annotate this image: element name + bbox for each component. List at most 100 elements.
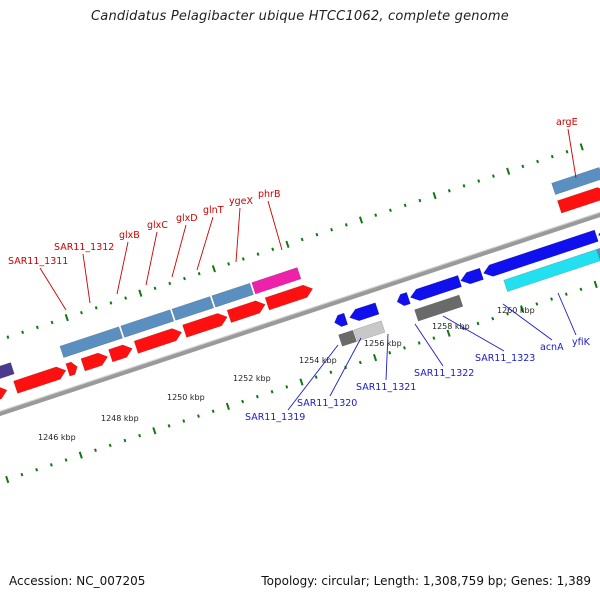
- kbp-label: 1250 kbp: [167, 393, 205, 402]
- leader-line: [235, 207, 241, 263]
- reverse-gene-label: SAR11_1320: [297, 398, 357, 409]
- forward-tick: [109, 301, 113, 305]
- leader-line: [145, 231, 158, 286]
- leader-line: [414, 323, 444, 367]
- forward-tick: [183, 276, 186, 281]
- forward-tick: [271, 247, 275, 252]
- forward-cds: [65, 361, 78, 377]
- forward-tick: [6, 335, 10, 339]
- kbp-label: 1246 kbp: [38, 433, 76, 442]
- forward-tick: [447, 189, 451, 193]
- forward-tick: [330, 228, 334, 232]
- reverse-cds: [334, 312, 349, 327]
- magenta-feature: [251, 267, 302, 295]
- gray-feature: [414, 294, 464, 322]
- forward-tick: [94, 306, 98, 310]
- reverse-tick: [78, 451, 83, 459]
- leader-line: [82, 253, 91, 304]
- kbp-label: 1258 kbp: [432, 322, 470, 331]
- forward-tick: [300, 237, 304, 242]
- forward-cds: [133, 328, 183, 354]
- forward-tick: [80, 310, 83, 315]
- forward-feature: [59, 326, 123, 358]
- reverse-tick: [241, 399, 245, 404]
- forward-tick: [462, 184, 466, 188]
- forward-gene-label: glxB: [119, 230, 140, 241]
- forward-cds: [226, 300, 266, 323]
- reverse-tick: [403, 346, 406, 350]
- leader-line: [171, 224, 187, 278]
- leader-line: [385, 333, 389, 381]
- reverse-gene-label: yfiK: [572, 337, 591, 348]
- forward-cds: [264, 284, 314, 311]
- reverse-tick: [225, 402, 230, 411]
- reverse-cds: [349, 302, 380, 321]
- reverse-tick: [579, 287, 583, 292]
- reverse-gene-label: SAR11_1321: [356, 382, 416, 393]
- forward-gene-label: SAR11_1311: [8, 256, 68, 267]
- kbp-label: 1254 kbp: [299, 356, 337, 365]
- reverse-tick: [138, 433, 142, 438]
- forward-feature: [171, 296, 215, 321]
- forward-tick: [374, 213, 378, 217]
- reverse-tick: [506, 311, 509, 316]
- forward-tick: [432, 191, 437, 200]
- genome-summary-text: Topology: circular; Length: 1,308,759 bp…: [261, 574, 591, 588]
- forward-tick: [21, 330, 25, 334]
- leader-line: [287, 344, 339, 411]
- reverse-tick: [564, 292, 568, 296]
- forward-tick: [565, 149, 569, 154]
- reverse-tick: [446, 329, 451, 337]
- reverse-gene-label: SAR11_1322: [414, 368, 474, 379]
- leader-line: [442, 315, 505, 352]
- forward-tick: [168, 281, 172, 286]
- forward-cds: [13, 366, 67, 394]
- reverse-tick: [94, 448, 97, 453]
- backbone-highlight: [0, 211, 600, 412]
- leader-line: [557, 292, 577, 336]
- forward-tick: [344, 223, 348, 227]
- forward-tick: [227, 262, 231, 266]
- reverse-cds: [410, 275, 462, 301]
- reverse-tick: [417, 341, 421, 345]
- kbp-label: 1260 kbp: [497, 306, 535, 315]
- kbp-label: 1252 kbp: [233, 374, 271, 383]
- reverse-cds: [483, 229, 599, 277]
- reverse-tick: [211, 409, 215, 413]
- leader-line: [196, 216, 214, 271]
- forward-gene-label: glnT: [203, 205, 224, 216]
- leader-line: [267, 200, 283, 251]
- reverse-gene-label: SAR11_1319: [245, 412, 305, 423]
- reverse-tick: [491, 316, 495, 321]
- forward-tick: [35, 325, 39, 330]
- reverse-tick: [108, 443, 112, 448]
- forward-tick: [211, 265, 216, 273]
- forward-tick: [124, 296, 128, 300]
- forward-tick: [550, 154, 554, 159]
- forward-tick: [521, 164, 525, 169]
- forward-gene-label: glxD: [176, 213, 198, 224]
- reverse-tick: [123, 438, 127, 443]
- forward-tick: [506, 167, 511, 175]
- reverse-tick: [299, 378, 304, 386]
- forward-tick: [256, 252, 260, 256]
- forward-cds: [80, 352, 109, 372]
- reverse-tick: [432, 336, 436, 340]
- forward-tick: [197, 271, 201, 276]
- reverse-tick: [314, 375, 318, 379]
- forward-gene-label: argE: [556, 117, 578, 128]
- leader-line: [329, 337, 362, 397]
- forward-gene-label: SAR11_1312: [54, 242, 114, 253]
- reverse-tick: [388, 350, 392, 355]
- leader-line: [116, 241, 129, 295]
- forward-gene-label: phrB: [258, 189, 280, 200]
- forward-cds: [182, 313, 228, 338]
- reverse-tick: [182, 419, 186, 423]
- forward-gene-label: ygeX: [229, 196, 253, 207]
- reverse-feature: [596, 247, 600, 260]
- reverse-tick: [270, 390, 274, 394]
- forward-tick: [492, 174, 495, 178]
- reverse-tick: [535, 302, 539, 306]
- forward-tick: [285, 240, 290, 249]
- forward-tick: [138, 289, 143, 297]
